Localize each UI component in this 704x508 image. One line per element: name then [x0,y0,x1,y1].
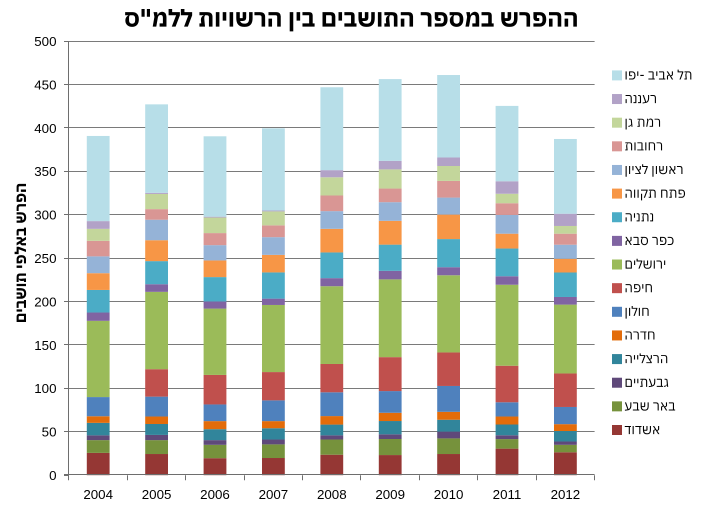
svg-text:350: 350 [34,164,56,179]
svg-text:2008: 2008 [317,487,347,502]
svg-text:2006: 2006 [200,487,230,502]
svg-text:250: 250 [34,251,56,266]
svg-text:300: 300 [34,208,56,223]
svg-text:0: 0 [49,468,56,483]
svg-text:50: 50 [42,425,57,440]
svg-text:450: 450 [34,77,56,92]
svg-text:2012: 2012 [551,487,581,502]
svg-text:2009: 2009 [375,487,405,502]
svg-text:100: 100 [34,381,56,396]
svg-text:400: 400 [34,121,56,136]
svg-text:2011: 2011 [493,487,522,502]
svg-text:200: 200 [34,294,56,309]
svg-text:2004: 2004 [83,487,113,502]
svg-text:2007: 2007 [259,487,289,502]
svg-text:2010: 2010 [434,487,464,502]
svg-text:500: 500 [34,34,56,49]
svg-text:2005: 2005 [142,487,172,502]
svg-text:150: 150 [34,338,56,353]
